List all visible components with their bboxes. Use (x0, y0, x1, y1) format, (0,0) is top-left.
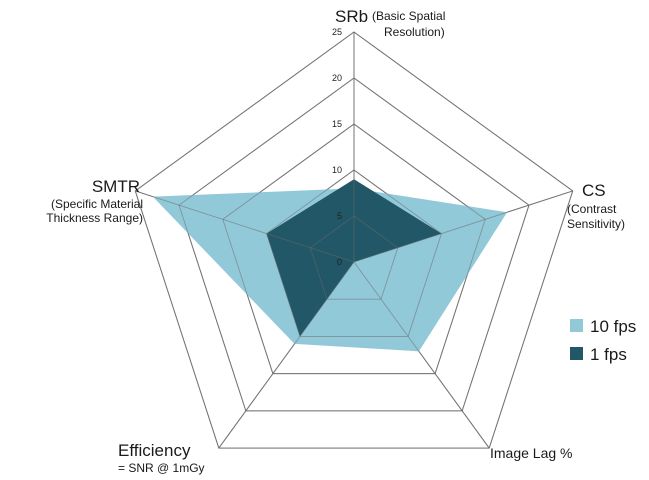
series-layer (152, 179, 508, 352)
axis-spoke-overlay (353, 190, 573, 263)
axis-spoke-overlay (218, 261, 355, 449)
tick-label: 10 (332, 165, 342, 175)
legend-label-1fps: 1 fps (590, 345, 627, 364)
legend-swatch-1fps (570, 347, 583, 360)
axis-title-efficiency: Efficiency (118, 441, 191, 460)
grid-ring-overlay (178, 77, 530, 412)
tick-labels: 0 5 10 15 20 25 (332, 27, 342, 267)
axis-subtitle-cs-line2: Sensitivity) (567, 217, 625, 231)
axis-title-smtr: SMTR (92, 177, 140, 196)
axis-label-srb: SRb (Basic Spatial Resolution) (335, 7, 445, 39)
tick-label: 0 (337, 257, 342, 267)
tick-label: 15 (332, 119, 342, 129)
axis-subtitle-srb-line2: Resolution) (384, 25, 445, 39)
tick-label: 5 (337, 211, 342, 221)
axis-label-efficiency: Efficiency = SNR @ 1mGy (118, 441, 205, 475)
axis-subtitle-efficiency: = SNR @ 1mGy (118, 461, 205, 475)
legend: 10 fps 1 fps (570, 317, 636, 364)
axis-label-cs: CS (Contrast Sensitivity) (567, 181, 625, 231)
tick-label: 25 (332, 27, 342, 37)
axis-subtitle-smtr-line2: Thickness Range) (46, 211, 143, 225)
axis-subtitle-smtr-line1: (Specific Material (51, 197, 143, 211)
tick-label: 20 (332, 73, 342, 83)
axis-title-srb: SRb (335, 7, 368, 26)
legend-swatch-10fps (570, 319, 583, 332)
legend-label-10fps: 10 fps (590, 317, 636, 336)
grid-ring-overlay (265, 169, 443, 337)
grid-ring-overlay (309, 215, 399, 300)
axis-spoke-overlay (135, 190, 355, 263)
grid-overlay (134, 31, 574, 449)
grid-ring-overlay (134, 31, 574, 449)
axis-title-image-lag: Image Lag % (490, 445, 573, 461)
axis-subtitle-srb-line1: (Basic Spatial (372, 9, 445, 23)
grid-ring-overlay (222, 123, 486, 375)
axis-spoke-overlay (353, 261, 490, 449)
axis-label-image-lag: Image Lag % (490, 445, 573, 461)
axis-label-smtr: SMTR (Specific Material Thickness Range) (46, 177, 143, 225)
axis-subtitle-cs-line1: (Contrast (567, 202, 617, 216)
axis-title-cs: CS (582, 181, 606, 200)
